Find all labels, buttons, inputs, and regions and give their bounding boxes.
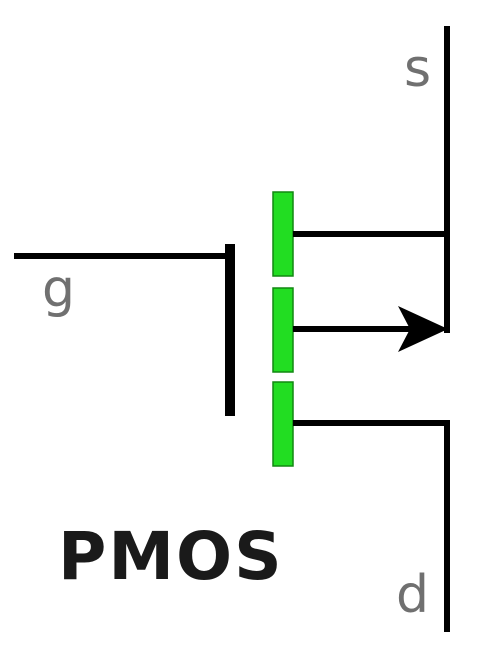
channel-segment-top: [272, 191, 294, 277]
drain-label: d: [396, 565, 429, 625]
channel-segment-bottom: [272, 381, 294, 467]
body-arrow-head: [398, 306, 448, 352]
device-title: PMOS: [58, 518, 284, 595]
drain-wire: [293, 420, 450, 632]
channel-segment-middle: [272, 287, 294, 373]
source-label: s: [404, 39, 431, 99]
gate-label: g: [42, 259, 75, 319]
